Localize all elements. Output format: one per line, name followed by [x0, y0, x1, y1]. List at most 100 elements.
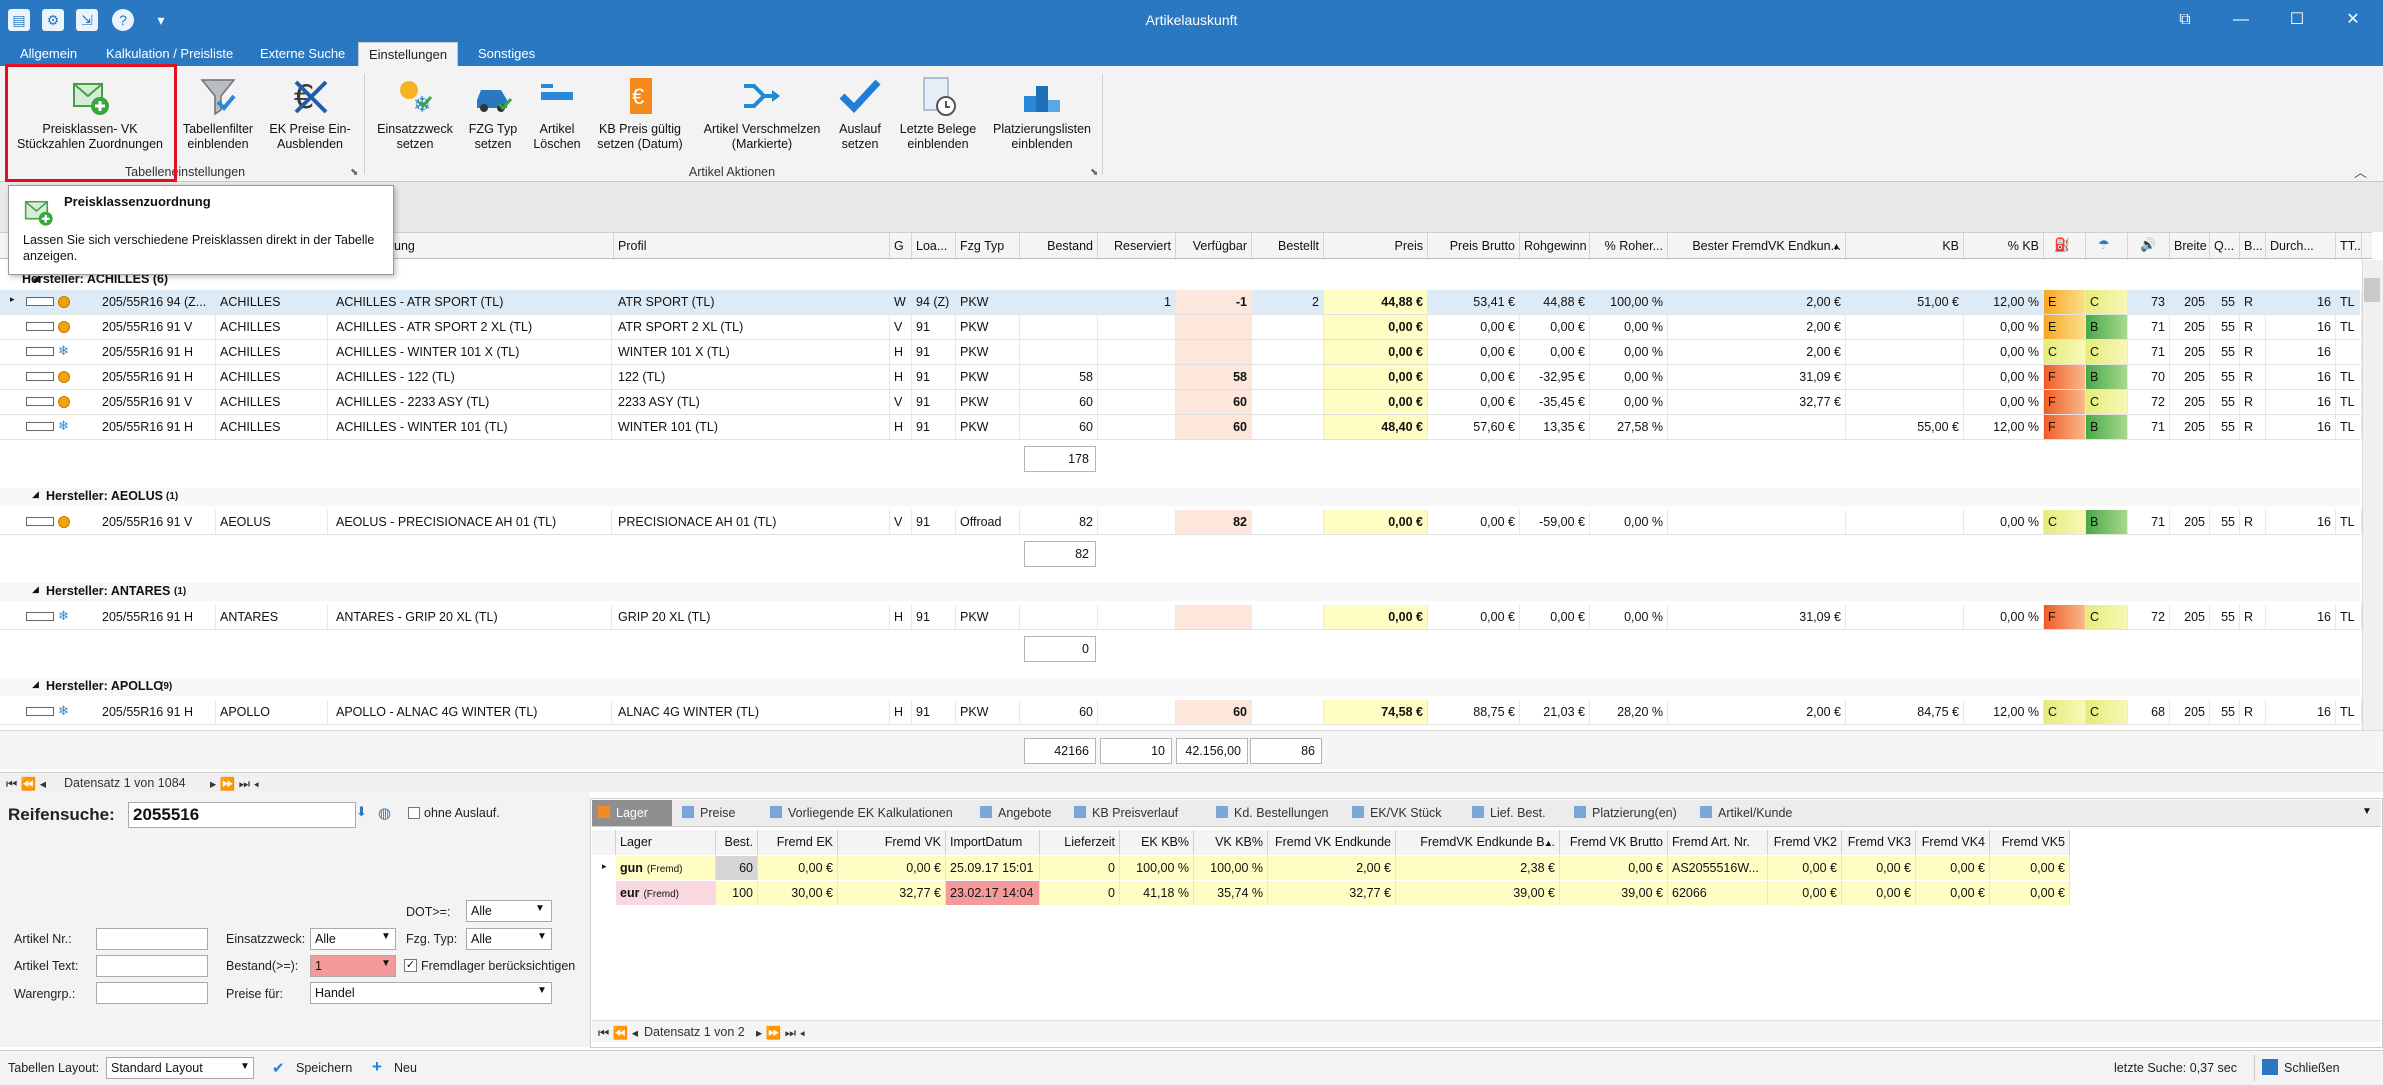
tab-price-history[interactable]: KB Preisverlauf [1068, 800, 1192, 826]
group-row[interactable]: ◢ Hersteller: ANTARES (1) [0, 583, 2360, 601]
grid-header-cell[interactable]: Durch... [2266, 233, 2336, 260]
collapse-icon[interactable]: ◢ [32, 679, 39, 689]
grid-header-cell[interactable]: Q... [2210, 233, 2240, 260]
maximize-button[interactable]: ☐ [2289, 11, 2305, 28]
einsatzzweck-button[interactable]: ❄ Einsatzzweck setzen [372, 74, 458, 152]
grid-scrollbar[interactable] [2362, 260, 2383, 730]
tab-externe-suche[interactable]: Externe Suche [260, 46, 346, 61]
grid-header-cell[interactable]: % Roher... [1590, 233, 1668, 260]
grid-header-cell[interactable]: % KB [1964, 233, 2044, 260]
grid-header-cell[interactable]: Loa... [912, 233, 956, 260]
grid-header-cell[interactable]: Profil [614, 233, 890, 260]
tab-prices[interactable]: Preise [676, 800, 762, 826]
grid-header-cell[interactable]: KB [1846, 233, 1964, 260]
tab-orders[interactable]: Kd. Bestellungen [1210, 800, 1342, 826]
verschmelzen-button[interactable]: Artikel Verschmelzen (Markierte) [696, 74, 828, 152]
warengrp-input[interactable] [96, 982, 208, 1004]
sort-asc-icon[interactable]: ▲ [1832, 241, 1841, 251]
kb-preis-button[interactable]: € KB Preis gültig setzen (Datum) [592, 74, 688, 152]
tabellenfilter-button[interactable]: Tabellenfilter einblenden [176, 74, 260, 152]
tab-placement[interactable]: Platzierung(en) [1568, 800, 1686, 826]
lager-header-cell[interactable]: Fremd VK4 [1916, 830, 1990, 855]
exit-icon[interactable] [2262, 1059, 2278, 1075]
bestand-input[interactable]: 1 [310, 955, 396, 977]
grid-header-cell[interactable] [2086, 233, 2128, 260]
letzte-belege-button[interactable]: Letzte Belege einblenden [892, 74, 984, 152]
collapse-icon[interactable]: ◢ [32, 273, 39, 283]
lager-header-cell[interactable]: Lager [616, 830, 716, 855]
plus-icon[interactable]: + [372, 1057, 382, 1076]
sort-asc-icon-2[interactable]: ▲ [1544, 838, 1553, 848]
table-row[interactable]: ❄ 205/55R16 91 H ACHILLES ACHILLES - WINTER… [0, 340, 2362, 365]
lager-header-cell[interactable]: Fremd VK3 [1842, 830, 1916, 855]
tab-offers[interactable]: Angebote [974, 800, 1062, 826]
fzg-select[interactable]: Alle [466, 928, 552, 950]
tab-sonstiges[interactable]: Sonstiges [478, 46, 536, 61]
grid-header-cell[interactable]: Reserviert [1098, 233, 1176, 260]
tab-calculation[interactable]: Vorliegende EK Kalkulationen [764, 800, 970, 826]
arttext-input[interactable] [96, 955, 208, 977]
grid-header-cell[interactable]: Fzg Typ [956, 233, 1020, 260]
collapse-icon[interactable]: ◢ [32, 584, 39, 594]
grid-header-cell[interactable]: G [890, 233, 912, 260]
lager-nav-right-icon[interactable]: ▸ ⏩ ⏭ ◂ [756, 1026, 806, 1040]
grid-header-cell[interactable] [2128, 233, 2170, 260]
lager-header-cell[interactable]: VK KB% [1194, 830, 1268, 855]
tab-warehouse[interactable]: Lager [592, 800, 672, 826]
layout-select[interactable]: Standard Layout [106, 1057, 254, 1079]
grid-header-cell[interactable]: Verfügbar [1176, 233, 1252, 260]
grid-header-cell[interactable]: Bester FremdVK Endkun... [1668, 233, 1846, 260]
lager-nav-left-icon[interactable]: ⏮ ⏪ ◂ [598, 1026, 639, 1040]
tab-einstellungen[interactable]: Einstellungen [358, 42, 459, 66]
tab-allgemein[interactable]: Allgemein [20, 46, 78, 61]
grid-header-cell[interactable]: B... [2240, 233, 2266, 260]
preisklassen-button[interactable]: Preisklassen- VK Stückzahlen Zuordnungen [10, 74, 170, 152]
chevron-down-icon-3[interactable]: ▼ [537, 931, 547, 942]
lager-header-cell[interactable]: Fremd VK5 [1990, 830, 2070, 855]
artnr-input[interactable] [96, 928, 208, 950]
group-row[interactable]: ◢ Hersteller: AEOLUS (1) [0, 488, 2360, 506]
nav-arrows-right-icon[interactable]: ▸ ⏩ ⏭ ◂ [210, 777, 260, 791]
lager-header-cell[interactable]: Fremd VK [838, 830, 946, 855]
tabs-menu-icon[interactable]: ▼ [2362, 806, 2372, 817]
nav-arrows-icon[interactable]: ⏮ ⏪ ◂ [6, 777, 47, 791]
close-button[interactable]: ✕ [2346, 11, 2360, 28]
einsatz-select[interactable]: Alle [310, 928, 396, 950]
auslauf-button[interactable]: Auslauf setzen [832, 74, 888, 152]
lager-header-cell[interactable]: FremdVK Endkunde B... [1396, 830, 1560, 855]
grid-header-cell[interactable]: ung [390, 233, 614, 260]
chevron-down-icon-4[interactable]: ▼ [381, 958, 391, 969]
tab-customer[interactable]: Artikel/Kunde [1694, 800, 1810, 826]
dialog-launcher-icon[interactable]: ⬊ [350, 167, 359, 178]
table-row[interactable]: ❄ 205/55R16 91 H ANTARES ANTARES - GRIP 20 … [0, 605, 2362, 630]
app-icon[interactable]: ▤ [8, 9, 30, 31]
search-input[interactable]: 2055516 [128, 802, 356, 828]
tab-kalkulation[interactable]: Kalkulation / Preisliste [106, 46, 234, 61]
platzierung-button[interactable]: Platzierungslisten einblenden [986, 74, 1098, 152]
grid-header-cell[interactable]: Breite [2170, 233, 2210, 260]
new-button[interactable]: Neu [394, 1061, 417, 1075]
lager-header-cell[interactable]: Fremd VK Brutto [1560, 830, 1668, 855]
artikel-loeschen-button[interactable]: Artikel Löschen [528, 74, 586, 152]
search-dropdown-icon[interactable]: ⬇ [356, 804, 367, 819]
lager-header-cell[interactable]: Fremd VK Endkunde [1268, 830, 1396, 855]
lager-header-cell[interactable]: Best. [716, 830, 758, 855]
lager-header-cell[interactable]: Fremd VK2 [1768, 830, 1842, 855]
quick-export-icon[interactable]: ⇲ [76, 9, 98, 31]
grid-header-cell[interactable]: Bestand [1020, 233, 1098, 260]
customize-quick-access-icon[interactable]: ▾ [157, 12, 165, 28]
save-button[interactable]: Speichern [296, 1061, 353, 1075]
ek-preise-button[interactable]: € EK Preise Ein- Ausblenden [262, 74, 358, 152]
globe-icon[interactable]: ◍ [378, 805, 392, 822]
lager-header-cell[interactable]: Fremd Art. Nr. [1668, 830, 1768, 855]
collapse-ribbon-icon[interactable]: ︿ [2354, 165, 2368, 180]
grid-header-cell[interactable]: Bestellt [1252, 233, 1324, 260]
quick-tool-icon[interactable]: ⚙ [42, 9, 64, 31]
table-row[interactable]: ❄ 205/55R16 91 H APOLLO APOLLO - ALNAC 4G W… [0, 700, 2362, 725]
collapse-icon[interactable]: ◢ [32, 489, 39, 499]
close-app-button[interactable]: Schließen [2284, 1061, 2340, 1075]
restore-layout-icon[interactable]: ⧉ [2179, 11, 2191, 28]
lager-header-cell[interactable]: ImportDatum [946, 830, 1040, 855]
save-check-icon[interactable]: ✔ [272, 1060, 285, 1077]
help-icon[interactable]: ? [112, 9, 134, 31]
